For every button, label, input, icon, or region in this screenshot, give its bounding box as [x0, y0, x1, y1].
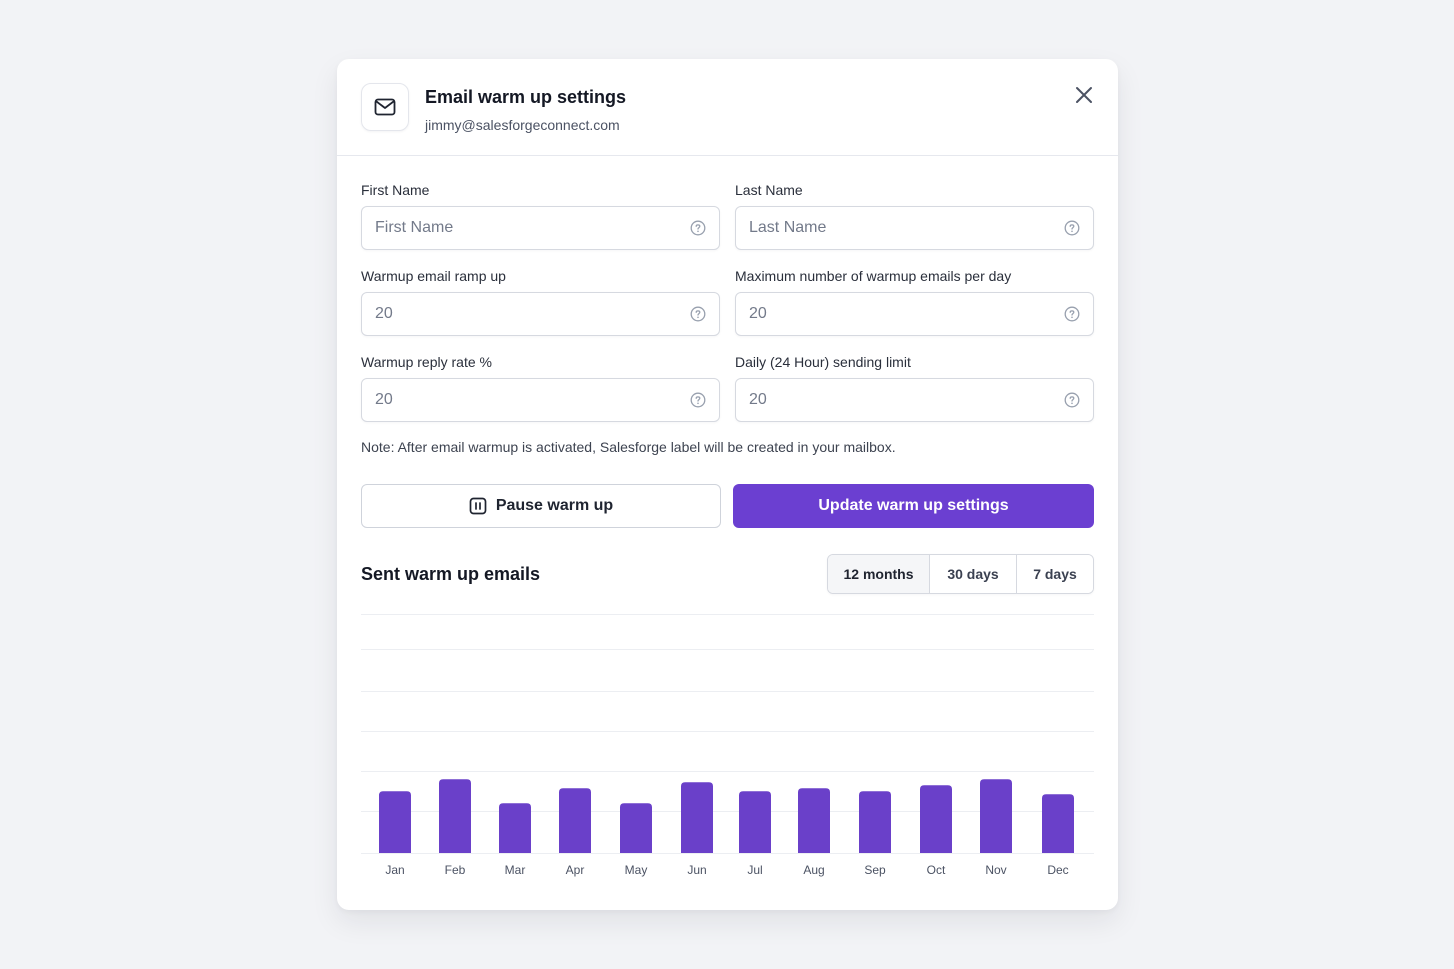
- chart-bar-mar[interactable]: [499, 803, 531, 853]
- daily-limit-label: Daily (24 Hour) sending limit: [735, 354, 911, 370]
- max-per-day-field: [735, 292, 1094, 336]
- x-tick-label: Mar: [505, 863, 526, 877]
- chart-bar-jan[interactable]: [379, 791, 411, 853]
- x-tick-label: Oct: [927, 863, 946, 877]
- chart-bar-jul[interactable]: [739, 791, 771, 853]
- pause-warmup-label: Pause warm up: [495, 497, 614, 514]
- x-tick-label: Sep: [864, 863, 886, 877]
- range-tab-12-months[interactable]: 12 months: [828, 555, 930, 593]
- x-tick-label: Dec: [1047, 863, 1068, 877]
- mail-icon: [361, 83, 409, 131]
- help-circle-icon[interactable]: [1064, 220, 1080, 236]
- chart-bar-sep[interactable]: [859, 791, 891, 853]
- sent-emails-chart: Jan Feb Mar Apr May Jun Jul Aug Sep Oct Nov Dec: [361, 614, 1094, 877]
- chart-title: Sent warm up emails: [361, 564, 541, 584]
- reply-rate-input[interactable]: [375, 379, 675, 421]
- range-tab-30-days[interactable]: 30 days: [930, 555, 1017, 593]
- first-name-field: [361, 206, 720, 250]
- chart-bar-nov[interactable]: [980, 779, 1012, 853]
- x-tick-label: Feb: [445, 863, 466, 877]
- ramp-up-field: [361, 292, 720, 336]
- ramp-up-label: Warmup email ramp up: [361, 268, 506, 284]
- account-email: jimmy@salesforgeconnect.com: [425, 117, 620, 133]
- chart-bar-jun[interactable]: [681, 782, 713, 853]
- last-name-input[interactable]: [749, 207, 1049, 249]
- help-circle-icon[interactable]: [690, 306, 706, 322]
- chart-bar-aug[interactable]: [798, 788, 830, 853]
- close-icon: [1076, 87, 1092, 103]
- close-button[interactable]: [1070, 81, 1098, 109]
- range-selector: 12 months 30 days 7 days: [827, 554, 1094, 594]
- x-tick-label: Jun: [687, 863, 706, 877]
- dialog-header: Email warm up settings jimmy@salesforgec…: [337, 59, 1118, 156]
- help-circle-icon[interactable]: [690, 220, 706, 236]
- last-name-field: [735, 206, 1094, 250]
- max-per-day-label: Maximum number of warmup emails per day: [735, 268, 1012, 284]
- last-name-label: Last Name: [735, 182, 803, 198]
- chart-bar-dec[interactable]: [1042, 794, 1074, 853]
- x-tick-label: Aug: [803, 863, 824, 877]
- pause-warmup-button[interactable]: Pause warm up: [361, 484, 721, 528]
- daily-limit-input[interactable]: [749, 379, 1049, 421]
- help-circle-icon[interactable]: [690, 392, 706, 408]
- x-tick-label: Jul: [747, 863, 762, 877]
- chart-bar-may[interactable]: [620, 803, 652, 853]
- update-settings-label: Update warm up settings: [818, 497, 1009, 514]
- first-name-input[interactable]: [375, 207, 675, 249]
- chart-bar-apr[interactable]: [559, 788, 591, 853]
- warmup-note: Note: After email warmup is activated, S…: [361, 439, 896, 455]
- dialog-title: Email warm up settings: [425, 87, 627, 107]
- range-tab-7-days[interactable]: 7 days: [1017, 555, 1093, 593]
- reply-rate-field: [361, 378, 720, 422]
- daily-limit-field: [735, 378, 1094, 422]
- reply-rate-label: Warmup reply rate %: [361, 354, 492, 370]
- max-per-day-input[interactable]: [749, 293, 1049, 335]
- x-tick-label: May: [625, 863, 648, 877]
- chart-bar-feb[interactable]: [439, 779, 471, 853]
- x-tick-label: Apr: [566, 863, 585, 877]
- warmup-settings-dialog: Email warm up settings jimmy@salesforgec…: [337, 59, 1118, 910]
- help-circle-icon[interactable]: [1064, 306, 1080, 322]
- x-tick-label: Jan: [385, 863, 404, 877]
- update-settings-button[interactable]: Update warm up settings: [733, 484, 1094, 528]
- ramp-up-input[interactable]: [375, 293, 675, 335]
- help-circle-icon[interactable]: [1064, 392, 1080, 408]
- chart-bar-oct[interactable]: [920, 785, 952, 853]
- first-name-label: First Name: [361, 182, 430, 198]
- x-tick-label: Nov: [985, 863, 1006, 877]
- pause-icon: [469, 497, 487, 515]
